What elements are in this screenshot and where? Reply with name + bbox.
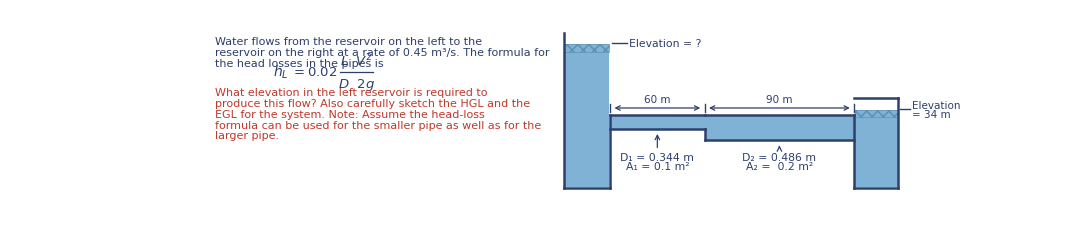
Text: EGL for the system. Note: Assume the head-loss: EGL for the system. Note: Assume the hea… bbox=[215, 109, 485, 119]
Bar bbox=[610, 115, 704, 129]
Text: reservoir on the right at a rate of 0.45 m³/s. The formula for: reservoir on the right at a rate of 0.45… bbox=[215, 48, 550, 58]
Text: larger pipe.: larger pipe. bbox=[215, 131, 279, 141]
Text: D₂ = 0.486 m: D₂ = 0.486 m bbox=[742, 152, 816, 162]
Text: $h_L$: $h_L$ bbox=[273, 64, 288, 81]
Bar bbox=[855, 110, 897, 188]
Text: A₂ =  0.2 m²: A₂ = 0.2 m² bbox=[746, 161, 813, 171]
Text: $= 0.02$: $= 0.02$ bbox=[291, 66, 337, 79]
Text: A₁ = 0.1 m²: A₁ = 0.1 m² bbox=[625, 161, 689, 171]
Text: formula can be used for the smaller pipe as well as for the: formula can be used for the smaller pipe… bbox=[215, 120, 541, 130]
Text: Elevation = ?: Elevation = ? bbox=[630, 39, 702, 49]
Text: produce this flow? Also carefully sketch the HGL and the: produce this flow? Also carefully sketch… bbox=[215, 99, 530, 109]
Bar bbox=[565, 45, 609, 52]
Bar bbox=[565, 45, 609, 188]
Text: D₁ = 0.344 m: D₁ = 0.344 m bbox=[620, 152, 694, 162]
Text: Elevation: Elevation bbox=[912, 101, 960, 110]
Text: 60 m: 60 m bbox=[644, 95, 671, 105]
Text: the head losses in the pipes is: the head losses in the pipes is bbox=[215, 59, 383, 69]
Text: Water flows from the reservoir on the left to the: Water flows from the reservoir on the le… bbox=[215, 37, 482, 47]
Text: $D\ \ 2g$: $D\ \ 2g$ bbox=[338, 76, 375, 92]
Text: 90 m: 90 m bbox=[766, 95, 793, 105]
Bar bbox=[855, 110, 897, 118]
Bar bbox=[704, 115, 854, 141]
Text: = 34 m: = 34 m bbox=[912, 110, 950, 120]
Text: $L\ \ V^2$: $L\ \ V^2$ bbox=[340, 52, 373, 69]
Text: What elevation in the left reservoir is required to: What elevation in the left reservoir is … bbox=[215, 88, 487, 98]
